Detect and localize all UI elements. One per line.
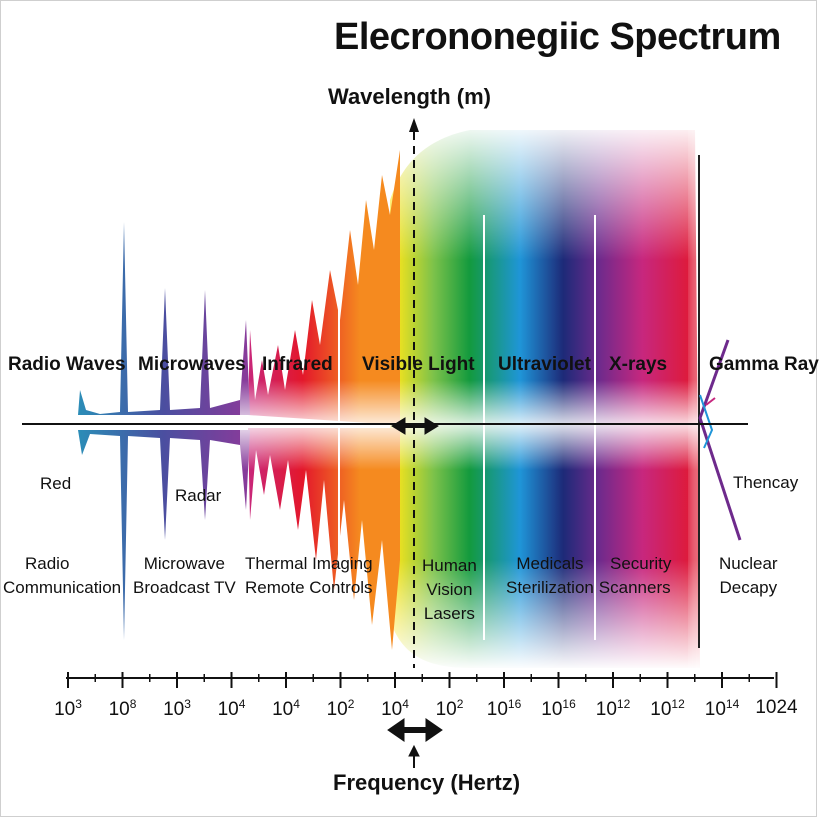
diagram-title: Elecrononegiic Spectrum <box>334 16 781 58</box>
use-line: Decapy <box>719 578 778 597</box>
use-line: Radio <box>25 554 70 573</box>
axis-tick-label: 102 <box>327 697 355 721</box>
use-xrays: Security Scanners <box>598 552 672 600</box>
tick-base: 10 <box>541 699 563 720</box>
band-label-infrared: Infrared <box>262 354 333 375</box>
axis-tick-label: 103 <box>163 697 191 721</box>
wavelength-axis-label: Wavelength (m) <box>328 84 491 109</box>
use-ultraviolet: Medicals Sterilization <box>506 552 594 600</box>
frequency-double-arrow <box>387 718 443 768</box>
tick-base: 10 <box>272 699 294 720</box>
tick-exponent: 3 <box>184 697 191 711</box>
tick-exponent: 14 <box>725 697 740 711</box>
band-label-gamma-ray: Gamma Ray <box>709 354 819 375</box>
use-infrared: Thermal Imaging Remote Controls <box>245 552 373 600</box>
axis-tick-label: 104 <box>218 697 246 721</box>
tick-base: 10 <box>326 699 348 720</box>
spectrum-main-block <box>380 110 720 680</box>
use-line: Microwave <box>143 554 225 573</box>
tick-exponent: 3 <box>75 697 82 711</box>
use-line: Remote Controls <box>245 578 373 597</box>
wavelength-marker <box>409 118 419 668</box>
axis-tick-label: 1014 <box>705 697 740 721</box>
radio-microwave-region <box>78 222 250 640</box>
tick-exponent: 4 <box>402 697 409 711</box>
axis-tick-label: 1012 <box>596 697 631 721</box>
axis-tick-label: 108 <box>109 697 137 721</box>
tick-base: 10 <box>163 699 185 720</box>
tick-exponent: 2 <box>347 697 355 711</box>
sub-label-thencay: Thencay <box>733 473 799 492</box>
tick-base: 10 <box>650 699 672 720</box>
tick-exponent: 12 <box>671 697 685 711</box>
tick-base: 10 <box>486 699 508 720</box>
use-gamma: Nuclear Decapy <box>719 552 778 600</box>
tick-base: 10 <box>217 699 239 720</box>
use-line: Thermal Imaging <box>245 554 373 573</box>
use-microwave: Microwave Broadcast TV <box>133 552 236 600</box>
axis-tick-label: 104 <box>272 697 300 721</box>
gamma-wave-squiggle <box>698 339 742 541</box>
sub-label-radar: Radar <box>175 486 222 505</box>
band-label-radio-waves: Radio Waves <box>8 354 126 375</box>
tick-exponent: 16 <box>507 697 522 711</box>
use-line: Vision <box>426 580 473 599</box>
axis-tick-label: 104 <box>381 697 409 721</box>
use-line: Broadcast TV <box>133 578 236 597</box>
tick-exponent: 16 <box>562 697 576 711</box>
use-visible: Human Vision Lasers <box>422 554 477 626</box>
use-line: Scanners <box>598 578 671 597</box>
tick-base: 10 <box>435 699 457 720</box>
use-line: Nuclear <box>719 554 778 573</box>
tick-exponent: 4 <box>293 697 300 711</box>
use-radio: Radio Communication <box>3 552 121 600</box>
tick-exponent: 2 <box>456 697 464 711</box>
tick-exponent: 4 <box>238 697 246 711</box>
tick-base: 10 <box>108 699 130 720</box>
use-line: Lasers <box>423 604 475 623</box>
frequency-axis <box>66 672 778 688</box>
tick-base: 10 <box>54 699 76 720</box>
sub-label-red: Red <box>40 474 72 493</box>
tick-base: 1024 <box>755 697 798 718</box>
axis-tick-label: 103 <box>54 697 82 721</box>
infrared-region <box>248 150 400 650</box>
tick-exponent: 12 <box>616 697 631 711</box>
tick-base: 10 <box>381 699 403 720</box>
use-line: Medicals <box>516 554 584 573</box>
tick-exponent: 8 <box>129 697 137 711</box>
use-line: Security <box>610 554 672 573</box>
axis-tick-label: 102 <box>436 697 464 721</box>
axis-tick-label: 1016 <box>487 697 522 721</box>
band-label-visible-light: Visible Light <box>362 354 475 375</box>
axis-tick-label: 1024 <box>755 697 797 719</box>
axis-tick-label: 1012 <box>650 697 685 721</box>
use-line: Communication <box>3 578 122 597</box>
frequency-axis-label: Frequency (Hertz) <box>333 770 521 795</box>
band-label-microwaves: Microwaves <box>138 354 246 375</box>
tick-base: 10 <box>704 699 726 720</box>
use-line: Sterilization <box>506 578 594 597</box>
band-label-ultraviolet: Ultraviolet <box>498 354 591 375</box>
use-line: Human <box>422 556 477 575</box>
axis-tick-label: 1016 <box>541 697 576 721</box>
band-label-x-rays: X-rays <box>609 354 668 375</box>
tick-base: 10 <box>595 699 617 720</box>
